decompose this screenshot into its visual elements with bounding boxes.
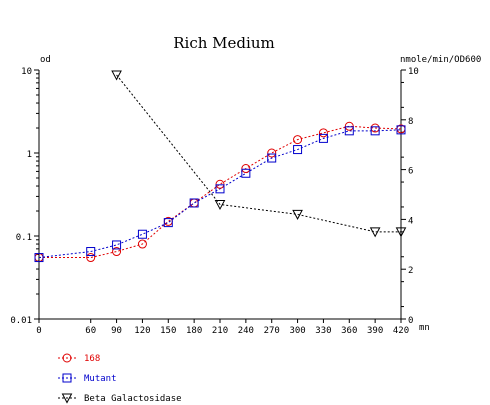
series-line <box>39 125 402 259</box>
data-point <box>370 126 380 136</box>
x-tick-label: 420 <box>393 326 409 336</box>
y-right-axis-label: nmole/min/OD600 <box>400 55 481 65</box>
data-point <box>112 247 122 257</box>
data-point <box>34 253 44 263</box>
data-point <box>292 209 303 220</box>
legend-label: Beta Galactosidase <box>84 394 182 404</box>
x-tick-label: 60 <box>85 326 96 336</box>
y-left-axis-label: od <box>40 55 51 65</box>
data-point <box>241 164 251 174</box>
x-tick-label: 330 <box>315 326 331 336</box>
x-tick-label: 240 <box>238 326 254 336</box>
data-point <box>137 239 147 249</box>
data-point <box>215 179 225 189</box>
data-point <box>293 145 303 155</box>
x-tick-label: 210 <box>212 326 228 336</box>
data-point <box>344 121 354 131</box>
data-point <box>241 168 251 178</box>
x-tick-label: 150 <box>160 326 176 336</box>
data-point <box>163 218 173 228</box>
x-tick-label: 180 <box>186 326 202 336</box>
data-point <box>86 247 96 257</box>
data-point <box>137 229 147 239</box>
series-line <box>116 74 401 233</box>
data-point <box>396 125 406 135</box>
x-tick-label: 270 <box>264 326 280 336</box>
data-point <box>318 133 328 143</box>
chart-title: Rich Medium <box>173 34 274 52</box>
series-line <box>38 129 402 259</box>
y-right-tick-label: 4 <box>408 216 413 226</box>
x-tick-label: 90 <box>111 326 122 336</box>
y-right-tick-label: 2 <box>408 266 413 276</box>
data-point <box>86 253 96 263</box>
data-point <box>344 126 354 136</box>
y-left-tick-label: 0.01 <box>10 316 32 326</box>
data-point <box>214 199 226 211</box>
y-left-tick-label: 10 <box>21 67 32 77</box>
data-point <box>267 148 277 158</box>
legend-label: 168 <box>84 354 100 364</box>
x-tick-label: 390 <box>367 326 383 336</box>
data-point <box>189 198 199 208</box>
data-point <box>111 70 122 81</box>
legend-marker <box>62 373 72 383</box>
data-point <box>318 128 328 138</box>
y-right-tick-label: 0 <box>408 316 413 326</box>
data-point <box>267 153 277 163</box>
data-point <box>395 227 407 238</box>
data-point <box>112 240 122 250</box>
x-axis-unit: mn <box>419 323 430 333</box>
data-point <box>189 198 199 208</box>
y-right-tick-label: 8 <box>408 117 413 127</box>
legend-marker <box>62 353 72 363</box>
data-point <box>293 135 303 145</box>
legend-marker <box>61 393 73 404</box>
x-tick-label: 300 <box>289 326 305 336</box>
data-point <box>369 227 381 238</box>
series-lines <box>38 74 402 259</box>
x-tick-label: 360 <box>341 326 357 336</box>
y-left-tick-label: 0.1 <box>16 233 32 243</box>
y-right-tick-label: 6 <box>408 167 413 177</box>
x-tick-label: 0 <box>36 326 41 336</box>
data-point <box>215 184 225 194</box>
y-left-tick-label: 1 <box>27 150 32 160</box>
legend: 168 Mutant Beta Galactosidase <box>58 353 182 404</box>
legend-label: Mutant <box>84 374 117 384</box>
y-right-tick-label: 10 <box>408 67 419 77</box>
axes: 0 60 90 120 150 180 210 240 270 300 330 360 390 4200.… <box>10 67 419 336</box>
x-tick-label: 120 <box>134 326 150 336</box>
series-markers <box>34 70 407 263</box>
